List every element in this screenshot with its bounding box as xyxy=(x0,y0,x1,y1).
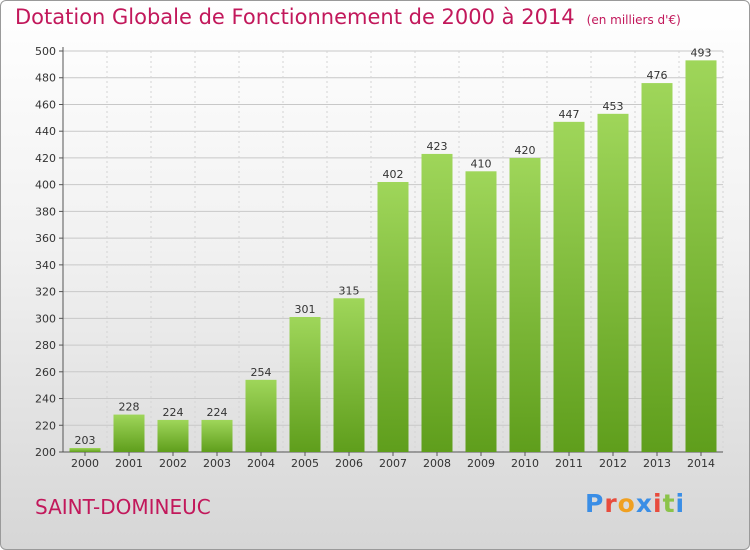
bar xyxy=(641,83,673,452)
y-tick-label: 200 xyxy=(35,446,56,459)
y-tick-label: 500 xyxy=(35,45,56,58)
x-tick-label: 2003 xyxy=(203,457,231,470)
y-tick-label: 460 xyxy=(35,98,56,111)
bar xyxy=(113,414,145,452)
x-tick-label: 2007 xyxy=(379,457,407,470)
bar xyxy=(245,379,277,452)
bar xyxy=(377,181,409,452)
x-tick-label: 2002 xyxy=(159,457,187,470)
bars xyxy=(69,60,717,453)
logo-letter: o xyxy=(617,489,636,518)
bar xyxy=(465,171,497,453)
bar xyxy=(69,447,101,452)
y-tick-label: 380 xyxy=(35,205,56,218)
y-tick-label: 360 xyxy=(35,232,56,245)
value-label: 402 xyxy=(383,168,404,181)
value-label: 453 xyxy=(603,100,624,113)
y-tick-label: 480 xyxy=(35,72,56,85)
x-tick-label: 2014 xyxy=(687,457,715,470)
y-tick-label: 340 xyxy=(35,259,56,272)
bar xyxy=(553,121,585,453)
value-label: 301 xyxy=(295,303,316,316)
chart-title: Dotation Globale de Fonctionnement de 20… xyxy=(15,5,681,29)
title-text: Dotation Globale de Fonctionnement de 20… xyxy=(15,5,575,29)
x-tick-label: 2000 xyxy=(71,457,99,470)
bar xyxy=(289,316,321,452)
bar xyxy=(509,157,541,452)
y-tick-label: 240 xyxy=(35,393,56,406)
commune-name: SAINT-DOMINEUC xyxy=(35,495,211,519)
proxiti-logo: Proxiti xyxy=(585,489,685,518)
x-tick-label: 2004 xyxy=(247,457,275,470)
logo-letter: i xyxy=(653,489,663,518)
bar xyxy=(685,60,717,453)
logo-letter: P xyxy=(585,489,605,518)
labels: 200 220 240 260 280 300 320 340 360 380 400 420 440 4… xyxy=(35,45,715,470)
logo-letter: x xyxy=(635,489,653,518)
x-tick-label: 2005 xyxy=(291,457,319,470)
value-label: 410 xyxy=(471,157,492,170)
value-label: 420 xyxy=(515,144,536,157)
bar xyxy=(597,113,629,452)
value-label: 493 xyxy=(691,46,712,59)
x-tick-label: 2008 xyxy=(423,457,451,470)
bar xyxy=(421,153,453,452)
x-tick-label: 2006 xyxy=(335,457,363,470)
logo-letter: i xyxy=(675,489,686,518)
value-label: 423 xyxy=(427,140,448,153)
bar xyxy=(157,419,189,452)
value-label: 203 xyxy=(75,434,96,447)
y-tick-label: 440 xyxy=(35,125,56,138)
x-tick-label: 2012 xyxy=(599,457,627,470)
value-label: 224 xyxy=(163,406,184,419)
unit-note: (en milliers d'€) xyxy=(586,13,681,27)
bar xyxy=(201,419,233,452)
value-label: 224 xyxy=(207,406,228,419)
y-tick-label: 280 xyxy=(35,339,56,352)
value-label: 228 xyxy=(119,401,140,414)
x-tick-label: 2009 xyxy=(467,457,495,470)
value-label: 315 xyxy=(339,284,360,297)
y-tick-label: 220 xyxy=(35,419,56,432)
bar xyxy=(333,298,365,452)
x-tick-label: 2013 xyxy=(643,457,671,470)
x-tick-label: 2011 xyxy=(555,457,583,470)
x-tick-label: 2010 xyxy=(511,457,539,470)
y-tick-label: 400 xyxy=(35,179,56,192)
value-label: 447 xyxy=(559,108,580,121)
y-tick-label: 300 xyxy=(35,312,56,325)
y-tick-label: 260 xyxy=(35,366,56,379)
logo-letter: t xyxy=(662,489,676,518)
value-label: 254 xyxy=(251,366,272,379)
x-tick-label: 2001 xyxy=(115,457,143,470)
logo-letter: r xyxy=(604,489,618,518)
y-tick-label: 420 xyxy=(35,152,56,165)
value-label: 476 xyxy=(647,69,668,82)
y-tick-label: 320 xyxy=(35,286,56,299)
